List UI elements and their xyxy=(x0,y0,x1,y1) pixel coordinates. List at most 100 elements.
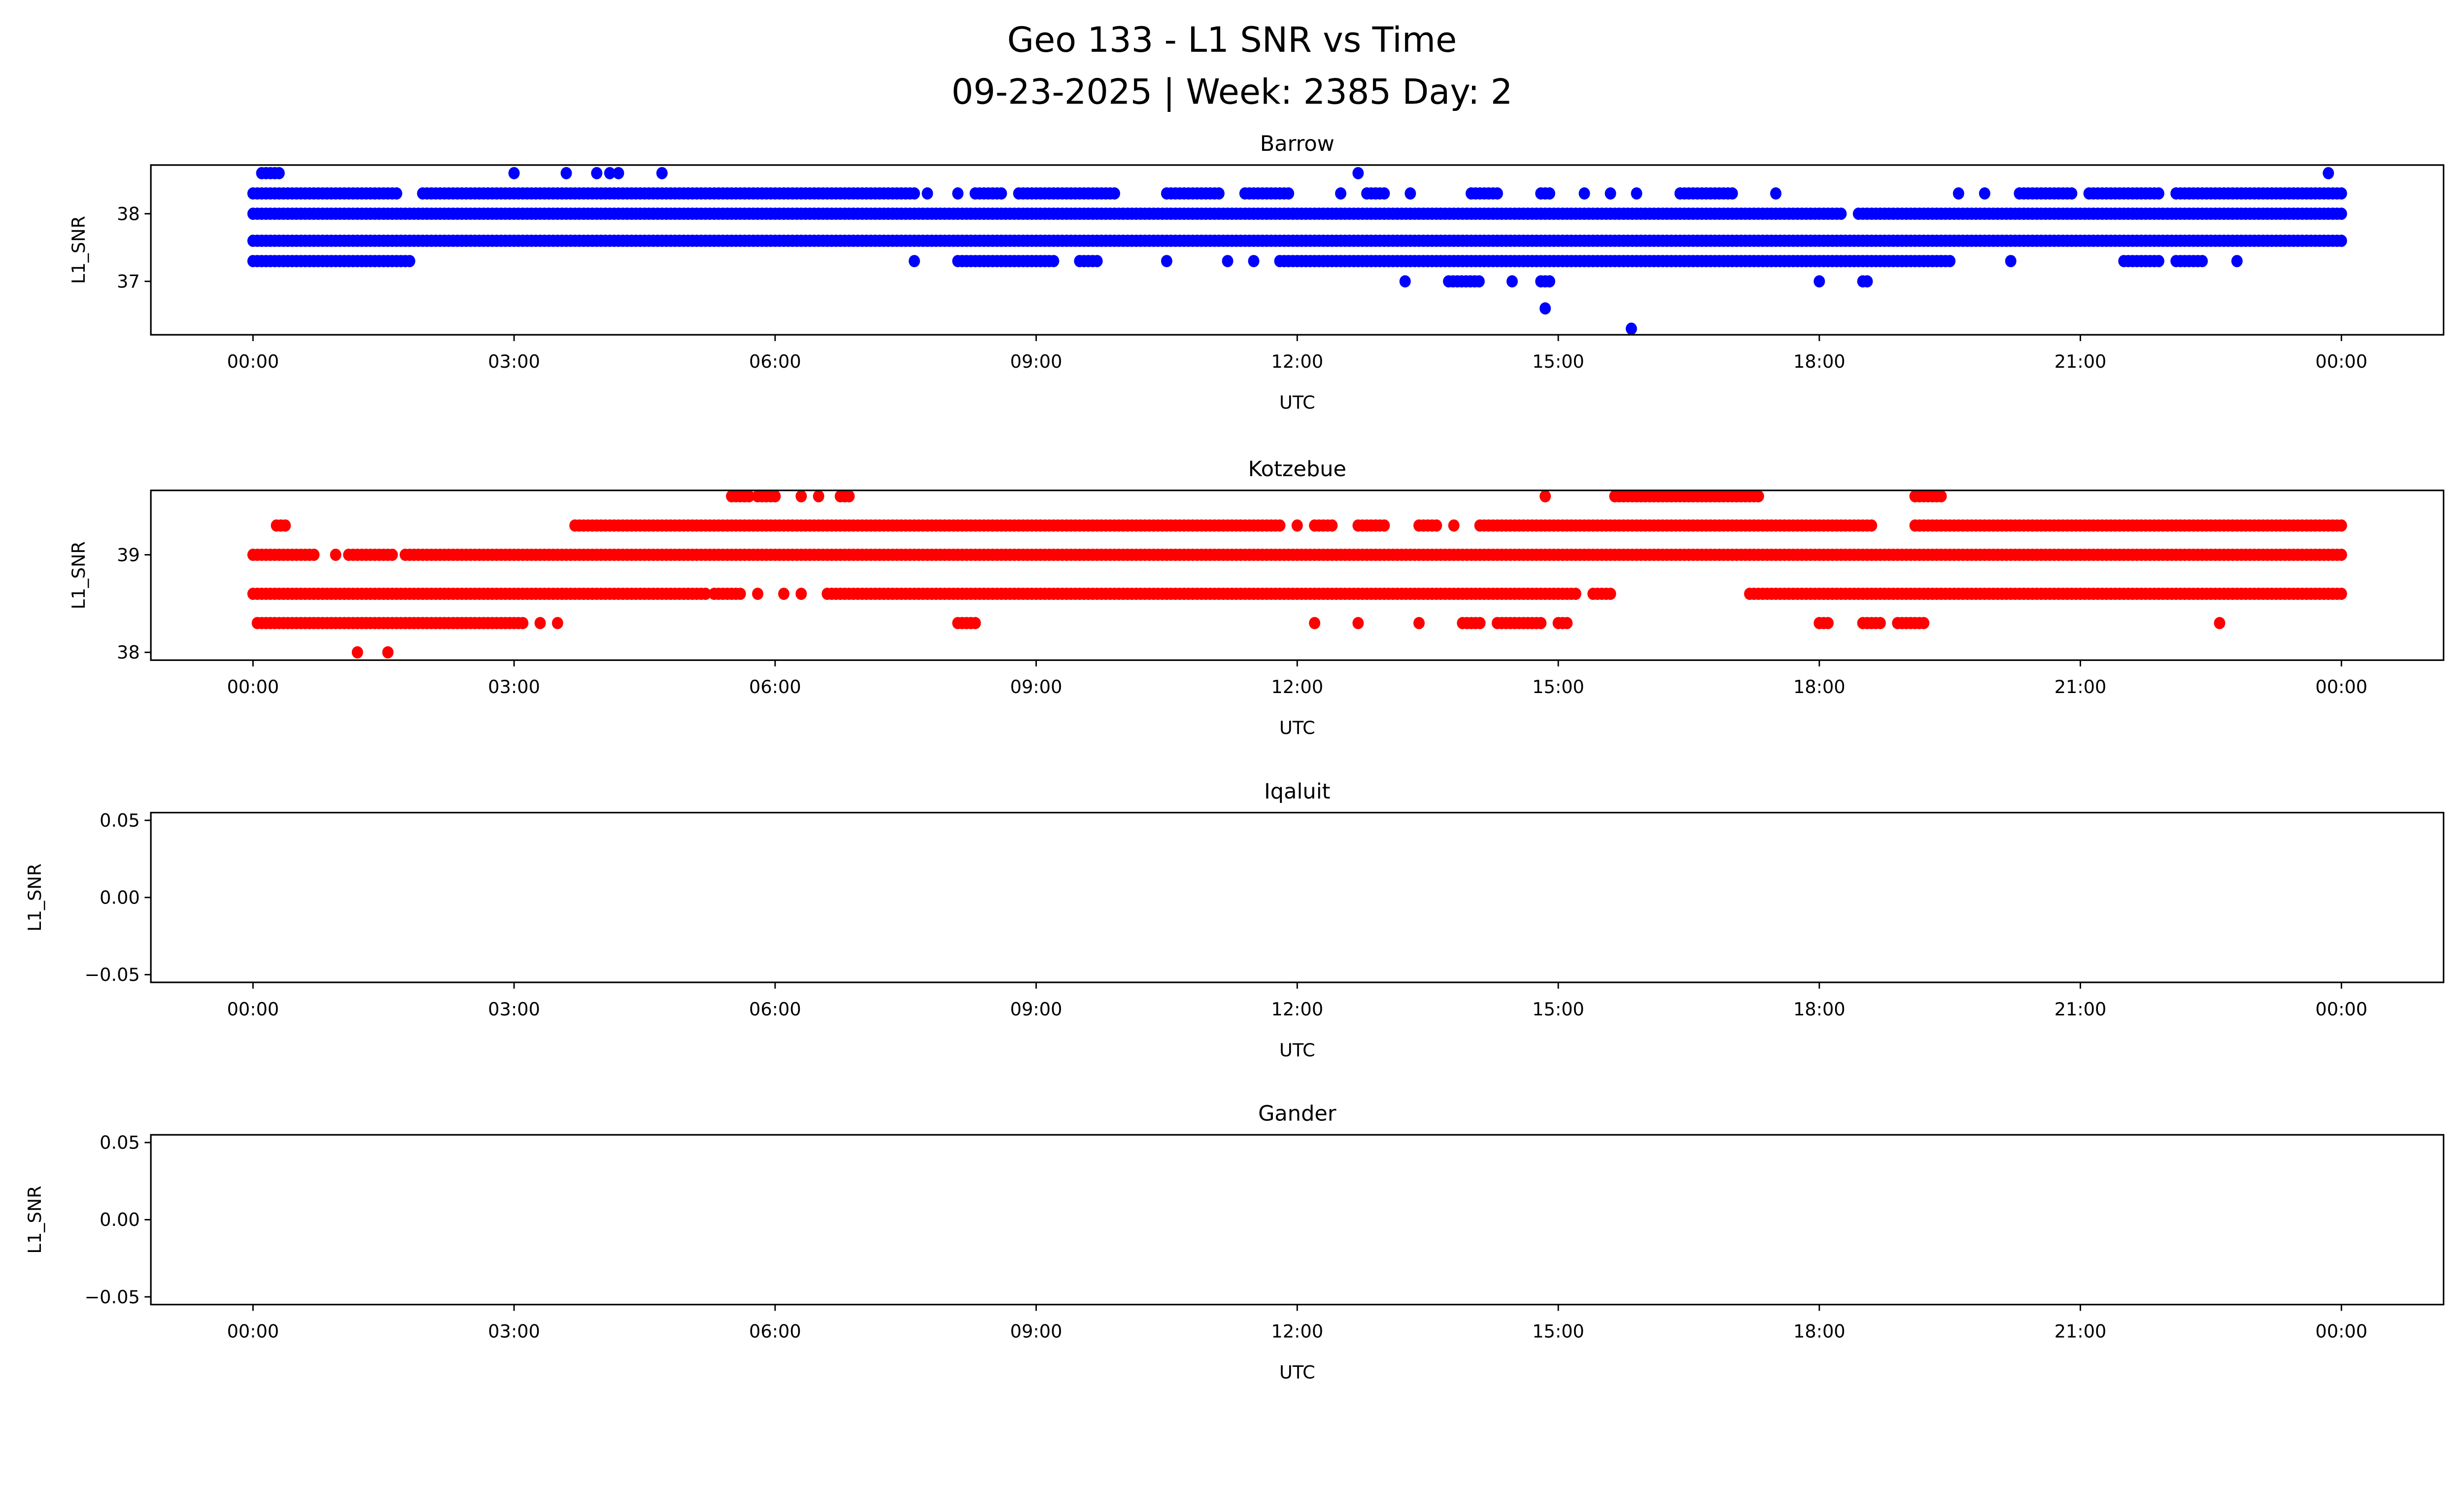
data-point xyxy=(1561,617,1573,629)
data-point xyxy=(1861,275,1873,288)
subplot-kotzebue: Kotzebue 00:00 03:00 06:00 09:00 12:00 15:00 18… xyxy=(68,457,2445,738)
x-tick-label: 00:00 xyxy=(2315,676,2367,697)
data-point xyxy=(922,187,933,200)
data-point xyxy=(351,646,363,659)
x-axis-label: UTC xyxy=(1279,1362,1315,1383)
data-point xyxy=(2066,187,2078,200)
data-point xyxy=(560,167,572,179)
data-point xyxy=(1048,255,1060,268)
data-point xyxy=(1726,187,1738,200)
data-point xyxy=(1935,490,1947,503)
data-point xyxy=(752,588,764,600)
x-tick-label: 21:00 xyxy=(2054,1321,2107,1342)
data-point xyxy=(1979,187,1990,200)
data-point xyxy=(1222,255,1233,268)
data-point xyxy=(1352,617,1364,629)
subplot-title: Gander xyxy=(1258,1102,1336,1126)
figure-title: Geo 133 - L1 SNR vs Time xyxy=(1007,20,1457,60)
x-axis-label: UTC xyxy=(1279,1040,1315,1061)
data-point xyxy=(2231,255,2243,268)
x-tick-label: 09:00 xyxy=(1010,1321,1062,1342)
x-tick-label: 06:00 xyxy=(749,999,801,1020)
data-point xyxy=(1570,588,1581,600)
y-tick-label: −0.05 xyxy=(84,964,139,985)
data-point xyxy=(1952,187,1964,200)
axes-frame xyxy=(150,164,2445,336)
data-point xyxy=(1431,519,1442,532)
x-tick-label: 00:00 xyxy=(227,351,279,372)
y-axis-label: L1_SNR xyxy=(68,541,89,609)
data-point xyxy=(551,617,563,629)
data-point xyxy=(330,549,342,561)
data-point xyxy=(1752,490,1764,503)
x-axis-label: UTC xyxy=(1279,717,1315,738)
figure-subtitle: 09-23-2025 | Week: 2385 Day: 2 xyxy=(952,71,1513,112)
data-point xyxy=(795,588,807,600)
data-point xyxy=(734,588,746,600)
data-point xyxy=(843,490,855,503)
subplot-iqaluit: Iqaluit 00:00 03:00 06:00 09:00 12:00 15:00 18:… xyxy=(24,779,2445,1061)
data-point xyxy=(613,167,624,179)
data-point xyxy=(2153,187,2164,200)
x-tick-label: 06:00 xyxy=(749,1321,801,1342)
x-tick-label: 12:00 xyxy=(1271,999,1324,1020)
data-point xyxy=(813,490,824,503)
data-point xyxy=(279,519,291,532)
data-point xyxy=(1448,519,1460,532)
data-point xyxy=(656,167,668,179)
data-point xyxy=(1866,519,1878,532)
data-point xyxy=(1399,275,1411,288)
x-tick-label: 12:00 xyxy=(1271,676,1324,697)
data-points xyxy=(247,167,2347,335)
data-point xyxy=(1091,255,1103,268)
data-point xyxy=(1161,255,1172,268)
data-point xyxy=(1822,617,1834,629)
x-axis-label: UTC xyxy=(1279,392,1315,413)
data-point xyxy=(1213,187,1225,200)
x-tick-label: 15:00 xyxy=(1532,676,1584,697)
data-point xyxy=(517,617,529,629)
data-point xyxy=(1491,187,1503,200)
x-tick-label: 00:00 xyxy=(227,676,279,697)
data-point xyxy=(2335,588,2347,600)
data-point xyxy=(1506,275,1518,288)
x-tick-label: 09:00 xyxy=(1010,999,1062,1020)
y-tick-label: 38 xyxy=(117,203,140,224)
data-point xyxy=(1413,617,1425,629)
y-tick-label: 38 xyxy=(117,642,140,663)
data-point xyxy=(534,617,546,629)
data-point xyxy=(952,187,964,200)
x-tick-label: 03:00 xyxy=(488,1321,540,1342)
x-tick-label: 00:00 xyxy=(2315,1321,2367,1342)
data-point xyxy=(1404,187,1416,200)
data-point xyxy=(2196,255,2208,268)
x-tick-label: 15:00 xyxy=(1532,999,1584,1020)
data-point xyxy=(1274,519,1286,532)
x-tick-label: 06:00 xyxy=(749,351,801,372)
data-point xyxy=(1770,187,1781,200)
y-tick-label: 37 xyxy=(117,271,140,292)
y-axis-label: L1_SNR xyxy=(68,216,89,284)
data-point xyxy=(404,255,415,268)
data-point xyxy=(1874,617,1886,629)
data-point xyxy=(2214,617,2225,629)
data-point xyxy=(778,588,790,600)
data-point xyxy=(2335,235,2347,247)
y-axis-label: L1_SNR xyxy=(24,864,45,932)
data-point xyxy=(1326,519,1338,532)
data-point xyxy=(1605,588,1616,600)
y-tick-label: 0.00 xyxy=(100,1209,140,1230)
data-point xyxy=(1352,167,1364,179)
data-points xyxy=(247,490,2347,659)
data-point xyxy=(1605,187,1616,200)
data-point xyxy=(1814,275,1825,288)
data-point xyxy=(2005,255,2017,268)
x-tick-label: 18:00 xyxy=(1793,1321,1846,1342)
data-point xyxy=(969,617,981,629)
data-point xyxy=(273,167,285,179)
data-point xyxy=(1309,617,1321,629)
data-point xyxy=(1918,617,1930,629)
data-point xyxy=(1248,255,1260,268)
data-point xyxy=(2153,255,2164,268)
x-tick-label: 18:00 xyxy=(1793,351,1846,372)
